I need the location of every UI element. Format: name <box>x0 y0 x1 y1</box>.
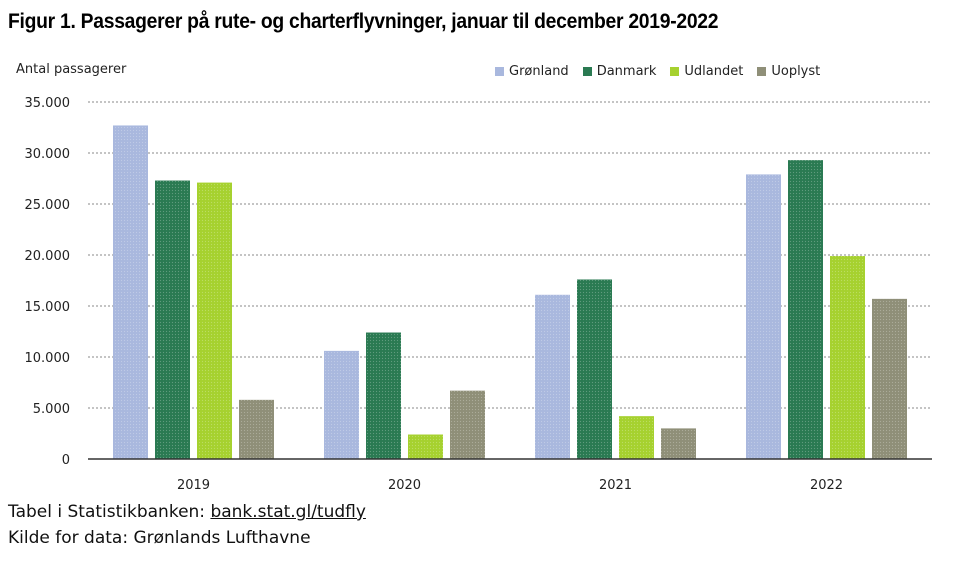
bar-texture <box>577 279 612 459</box>
x-tick-label: 2022 <box>810 478 843 493</box>
bar-texture <box>155 180 190 460</box>
legend-label-danmark: Danmark <box>596 64 657 79</box>
chart-title: Figur 1. Passagerer på rute- og charterf… <box>8 10 719 33</box>
bar-texture <box>872 298 907 459</box>
bar-texture <box>408 434 443 459</box>
bar-chart: 0 5.000 10.000 15.000 20.000 25.000 30.000 35.0… <box>25 96 932 493</box>
y-tick-label: 0 <box>62 453 70 468</box>
legend-label-uoplyst: Uoplyst <box>771 64 821 79</box>
bar-texture <box>450 390 485 459</box>
legend-item-uoplyst: Uoplyst <box>757 64 820 79</box>
bar-texture <box>324 350 359 459</box>
legend-swatch-uoplyst <box>757 67 767 76</box>
legend-item-udlandet: Udlandet <box>670 64 743 79</box>
bar-texture <box>746 174 781 460</box>
bars <box>113 125 907 460</box>
bar-texture <box>661 428 696 459</box>
footer-data-source: Kilde for data: Grønlands Lufthavne <box>8 528 311 548</box>
bar-texture <box>113 125 148 460</box>
legend-item-gronland: Grønland <box>495 64 569 79</box>
bar-texture <box>197 182 232 459</box>
x-tick-label: 2019 <box>177 478 210 493</box>
y-tick-label: 10.000 <box>25 351 71 366</box>
y-tick-label: 25.000 <box>25 198 71 213</box>
legend-swatch-gronland <box>495 67 504 76</box>
footer-source: Tabel i Statistikbanken: bank.stat.gl/tu… <box>8 502 366 522</box>
legend-label-gronland: Grønland <box>509 64 569 79</box>
statbank-link[interactable]: bank.stat.gl/tudfly <box>210 502 366 522</box>
bar-texture <box>830 256 865 459</box>
x-tick-label: 2021 <box>599 478 632 493</box>
y-tick-label: 20.000 <box>25 249 71 264</box>
bar-texture <box>239 399 274 459</box>
y-axis-label: Antal passagerer <box>16 62 127 77</box>
bar-texture <box>788 160 823 459</box>
footer-source-prefix: Tabel i Statistikbanken: <box>8 502 211 522</box>
bar-texture <box>366 332 401 459</box>
chart-legend: Grønland Danmark Udlandet Uoplyst <box>495 64 834 79</box>
y-tick-label: 15.000 <box>25 300 71 315</box>
y-tick-label: 35.000 <box>25 96 71 111</box>
legend-swatch-danmark <box>582 67 592 76</box>
bar-texture <box>619 416 654 459</box>
y-tick-label: 5.000 <box>33 402 70 417</box>
legend-item-danmark: Danmark <box>582 64 657 79</box>
bar-texture <box>535 294 570 459</box>
x-tick-label: 2020 <box>388 478 421 493</box>
legend-swatch-udlandet <box>670 67 680 76</box>
legend-label-udlandet: Udlandet <box>684 64 744 79</box>
y-tick-label: 30.000 <box>25 147 71 162</box>
axes: 0 5.000 10.000 15.000 20.000 25.000 30.000 35.0… <box>25 96 932 493</box>
